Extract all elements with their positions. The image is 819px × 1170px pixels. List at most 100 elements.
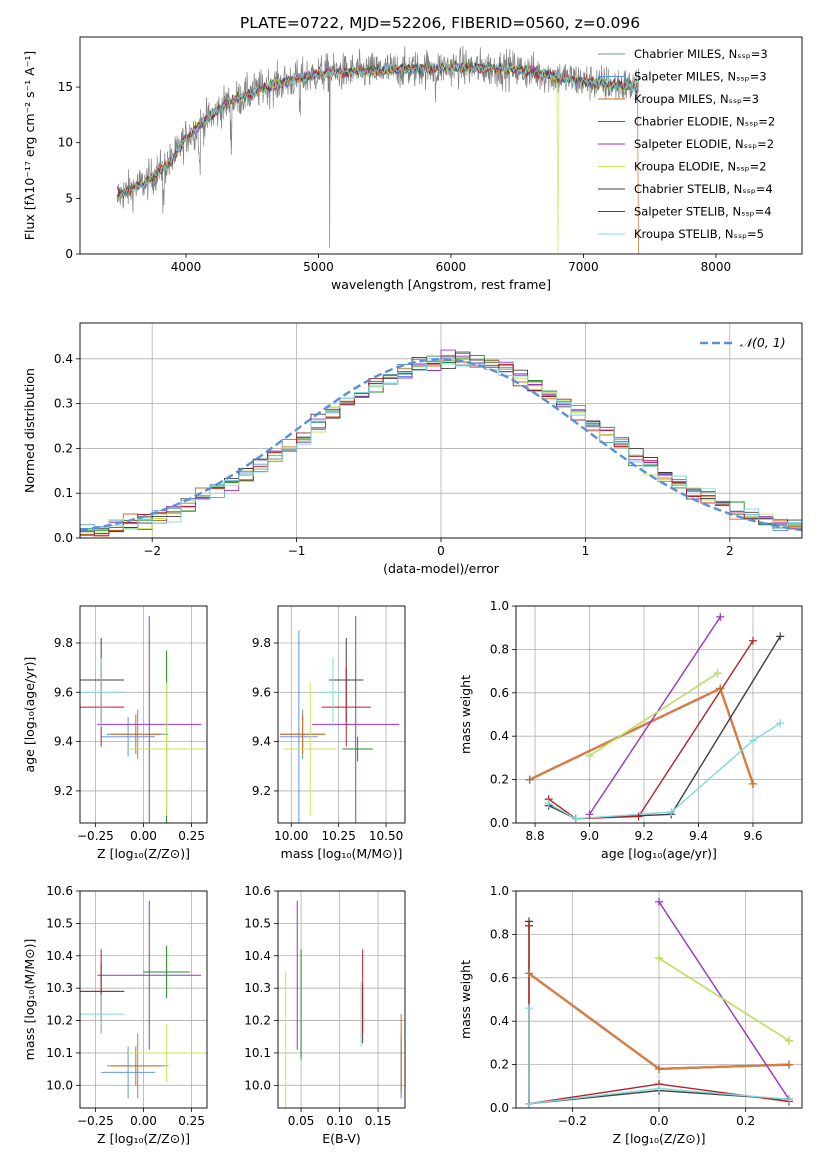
marker-kroupa_miles	[525, 775, 534, 784]
x-tick-label: 0.05	[288, 1114, 315, 1128]
y-tick-label: 0.6	[490, 971, 509, 985]
x-tick-label: 9.4	[689, 829, 708, 843]
x-tick-label: 10.50	[369, 829, 403, 843]
y-tick-label: 9.6	[54, 685, 73, 699]
series-line-kroupa_elodie	[589, 672, 718, 757]
y-tick-label: 0.6	[490, 686, 509, 700]
x-axis-label: mass [log₁₀(M/M⊙)]	[281, 846, 403, 861]
y-tick-label: 10.3	[46, 981, 73, 995]
x-tick-label: −0.2	[558, 1114, 587, 1128]
legend-label: Kroupa STELIB, Nₛₛₚ=5	[634, 227, 764, 241]
x-axis-label: age [log₁₀(age/yr)]	[601, 846, 717, 861]
x-tick-label: −0.25	[77, 829, 114, 843]
legend-label: Chabrier ELODIE, Nₛₛₚ=2	[634, 115, 775, 129]
panel-mass_vs_Z: −0.25 0.00 0.25 10.0 10.1 10.2 10.3 10.4 10.5 10.…	[22, 884, 208, 1146]
y-tick-label: 0.8	[490, 642, 509, 656]
x-tick-label: 0.25	[178, 1114, 205, 1128]
y-tick-label: 0.4	[490, 1014, 509, 1028]
marker-salpeter_elodie	[655, 897, 663, 906]
axes-frame	[515, 605, 803, 824]
marker-kroupa_stelib	[667, 808, 676, 817]
y-tick-label: 1.0	[490, 884, 509, 898]
series-line-salpeter_elodie	[658, 901, 790, 1100]
y-tick-label: 0.2	[490, 1058, 509, 1072]
y-tick-label: 0.1	[54, 486, 73, 500]
x-tick-label: 0.00	[130, 829, 157, 843]
y-tick-label: 0.4	[490, 729, 509, 743]
x-tick-label: 4000	[171, 260, 202, 274]
y-tick-label: 0.0	[54, 531, 73, 545]
marker-kroupa_elodie	[713, 669, 722, 678]
x-tick-label: 0.00	[130, 1114, 157, 1128]
legend-label: Salpeter ELODIE, Nₛₛₚ=2	[634, 137, 774, 151]
x-tick-label: 10.25	[321, 829, 355, 843]
marker-kroupa_miles	[748, 779, 757, 788]
y-axis-label: age [log₁₀(age/yr)]	[22, 657, 37, 773]
model-spectrum-kroupa_miles	[116, 60, 639, 254]
plot-area	[285, 900, 402, 1108]
panel-mass_weight_vs_age: 8.8 9.0 9.2 9.4 9.6 0.0 0.2 0.4 0.6 0.8 1.0 age [lo…	[458, 599, 803, 861]
panel-mass_weight_vs_Z: −0.2 0.0 0.2 0.0 0.2 0.4 0.6 0.8 1.0 Z [log₁₀(Z/Z…	[458, 884, 803, 1146]
x-tick-label: 0.25	[178, 829, 205, 843]
axes-frame	[277, 890, 406, 1109]
y-tick-label: 9.2	[252, 784, 271, 798]
y-axis-label: mass weight	[458, 960, 473, 1039]
series-line-salpeter_elodie	[588, 616, 721, 815]
y-tick-label: 0.2	[490, 773, 509, 787]
panel-mass_vs_ebv: 0.05 0.10 0.15 10.0 10.1 10.2 10.3 10.4 10.5 10.6…	[244, 884, 406, 1146]
x-axis-label: Z [log₁₀(Z/Z⊙)]	[97, 1131, 190, 1146]
y-tick-label: 10.4	[244, 949, 271, 963]
legend-label: Chabrier STELIB, Nₛₛₚ=4	[634, 182, 773, 196]
y-tick-label: 9.8	[252, 636, 271, 650]
model-spectrum-kroupa_elodie	[116, 62, 639, 254]
y-tick-label: 10.0	[46, 1078, 73, 1092]
marker-salpeter_elodie	[716, 612, 725, 621]
x-tick-label: −0.25	[77, 1114, 114, 1128]
y-tick-label: 10.6	[244, 884, 271, 898]
x-axis-label: Z [log₁₀(Z/Z⊙)]	[613, 1131, 706, 1146]
marker-salpeter_elodie	[585, 810, 594, 819]
marker-kroupa_stelib	[544, 799, 553, 808]
y-tick-label: 9.2	[54, 784, 73, 798]
axes-frame	[277, 605, 406, 824]
y-tick-label: 0.8	[490, 927, 509, 941]
plot-area	[279, 615, 400, 823]
y-tick-label: 10.2	[244, 1014, 271, 1028]
marker-kroupa_miles	[785, 1060, 793, 1069]
y-axis-label: mass weight	[458, 675, 473, 754]
marker-kroupa_elodie	[655, 954, 663, 963]
marker-kroupa_miles	[716, 684, 725, 693]
y-tick-label: 15	[58, 80, 73, 94]
axes-frame	[79, 36, 803, 255]
marker-kroupa_stelib	[655, 1084, 663, 1093]
y-tick-label: 10	[58, 136, 73, 150]
x-tick-label: 7000	[568, 260, 599, 274]
x-tick-label: 0	[437, 544, 445, 558]
axes-frame	[79, 322, 803, 539]
marker-kroupa_stelib	[571, 814, 580, 823]
x-tick-label: 9.2	[634, 829, 653, 843]
panel-residuals: −2 −1 0 1 2 0.0 0.1 0.2 0.3 0.4 (data-model)/error…	[22, 322, 803, 576]
marker-salpeter_stelib	[634, 812, 643, 821]
x-tick-label: 0.15	[365, 1114, 392, 1128]
series-line-kroupa_stelib	[548, 722, 781, 820]
legend-label: Salpeter MILES, Nₛₛₚ=3	[634, 70, 767, 84]
legend: Chabrier MILES, Nₛₛₚ=3 Salpeter MILES, Nₛ…	[598, 47, 775, 241]
y-tick-label: 10.4	[46, 949, 73, 963]
legend-label: 𝒩(0, 1)	[740, 335, 786, 350]
y-tick-label: 9.4	[54, 735, 73, 749]
histogram-kroupa_stelib	[80, 360, 802, 533]
marker-salpeter_stelib	[748, 636, 757, 645]
y-tick-label: 9.4	[252, 735, 271, 749]
x-tick-label: 9.0	[580, 829, 599, 843]
y-tick-label: 10.0	[244, 1078, 271, 1092]
marker-kroupa_stelib	[776, 719, 785, 728]
x-tick-label: 2	[726, 544, 734, 558]
y-tick-label: 5	[65, 191, 73, 205]
plot-area	[80, 349, 802, 538]
axes-frame	[515, 890, 803, 1109]
marker-salpeter_stelib	[525, 921, 533, 930]
legend-label: Kroupa ELODIE, Nₛₛₚ=2	[634, 160, 767, 174]
panel-age_vs_Z: −0.25 0.00 0.25 9.2 9.4 9.6 9.8 Z [log₁₀(Z/Z⊙)]…	[22, 605, 208, 861]
plot-area	[80, 615, 206, 823]
